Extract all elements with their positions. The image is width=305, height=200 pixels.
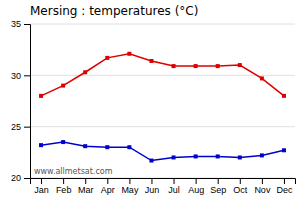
tick: Nov bbox=[254, 178, 271, 195]
tick-mark bbox=[240, 178, 241, 184]
tick: Jul bbox=[168, 178, 180, 195]
marker bbox=[172, 64, 176, 68]
marker bbox=[194, 154, 198, 158]
marker bbox=[83, 70, 87, 74]
marker bbox=[282, 94, 286, 98]
series-line bbox=[41, 142, 284, 160]
tick-mark bbox=[129, 178, 130, 184]
tick-label: Sep bbox=[210, 185, 226, 195]
marker bbox=[105, 145, 109, 149]
marker bbox=[260, 153, 264, 157]
tick-label: 35 bbox=[11, 19, 21, 29]
tick-mark bbox=[24, 24, 30, 25]
marker bbox=[39, 94, 43, 98]
tick-label: Feb bbox=[56, 185, 72, 195]
tick-mark bbox=[24, 178, 30, 179]
tick: Mar bbox=[78, 178, 94, 195]
marker bbox=[238, 155, 242, 159]
title: Mersing : temperatures (°C) bbox=[30, 4, 198, 18]
tick-label: 20 bbox=[11, 173, 21, 183]
marker bbox=[127, 52, 131, 56]
annotation: www.allmetsat.com bbox=[34, 167, 113, 176]
tick-label: Jun bbox=[145, 185, 160, 195]
tick-label: Mar bbox=[78, 185, 94, 195]
tick-label: Dec bbox=[276, 185, 293, 195]
tick-label: Jan bbox=[34, 185, 49, 195]
marker bbox=[149, 159, 153, 163]
grid-line bbox=[30, 24, 295, 25]
tick: Sep bbox=[210, 178, 226, 195]
tick-mark bbox=[174, 178, 175, 184]
tick: Dec bbox=[276, 178, 293, 195]
marker bbox=[105, 56, 109, 60]
tick: Apr bbox=[101, 178, 115, 195]
tick: Feb bbox=[56, 178, 72, 195]
marker bbox=[172, 155, 176, 159]
grid-line bbox=[30, 126, 295, 127]
marker bbox=[83, 144, 87, 148]
tick-mark bbox=[262, 178, 263, 184]
tick-mark bbox=[218, 178, 219, 184]
tick-label: May bbox=[121, 185, 139, 195]
axis-line bbox=[31, 179, 296, 185]
marker bbox=[61, 140, 65, 144]
tick-label: Aug bbox=[188, 185, 204, 195]
tick-label: Apr bbox=[101, 185, 115, 195]
tick: Jan bbox=[34, 178, 49, 195]
tick-label: Jul bbox=[168, 185, 180, 195]
tick-mark bbox=[41, 178, 42, 184]
tick-mark bbox=[151, 178, 152, 184]
series-line bbox=[41, 54, 284, 96]
marker bbox=[216, 64, 220, 68]
x-axis: Jan Feb Mar Apr May Jun Jul Aug Sep Oct Nov Dec bbox=[31, 178, 296, 195]
tick-mark bbox=[107, 178, 108, 184]
tick: Aug bbox=[188, 178, 204, 195]
tick: 35 bbox=[11, 19, 30, 29]
tick: May bbox=[121, 178, 139, 195]
tick: Jun bbox=[145, 178, 160, 195]
marker bbox=[149, 59, 153, 63]
plot-area: 20 25 30 35 Jan Feb Mar Apr May Jun Jul Aug Sep Oct No… bbox=[11, 19, 296, 195]
tick-label: Nov bbox=[254, 185, 271, 195]
tick-label: 30 bbox=[11, 71, 21, 81]
marker bbox=[61, 84, 65, 88]
tick-mark bbox=[85, 178, 86, 184]
marker bbox=[282, 148, 286, 152]
grid bbox=[30, 24, 295, 178]
marker bbox=[39, 143, 43, 147]
marker bbox=[194, 64, 198, 68]
tick-mark bbox=[24, 127, 30, 128]
tick: 20 bbox=[11, 173, 30, 183]
marker bbox=[216, 154, 220, 158]
axis-line bbox=[24, 25, 31, 179]
series-group bbox=[39, 52, 286, 163]
tick-label: 25 bbox=[11, 122, 21, 132]
marker bbox=[260, 76, 264, 80]
marker bbox=[127, 145, 131, 149]
tick-mark bbox=[24, 75, 30, 76]
tick: 30 bbox=[11, 71, 30, 81]
tick-mark bbox=[196, 178, 197, 184]
y-axis: 20 25 30 35 bbox=[11, 19, 31, 183]
tick-label: Oct bbox=[233, 185, 248, 195]
marker bbox=[238, 63, 242, 67]
tick-mark bbox=[63, 178, 64, 184]
chart: 20 25 30 35 Jan Feb Mar Apr May Jun Jul Aug Sep Oct No… bbox=[0, 0, 305, 200]
tick: 25 bbox=[11, 122, 30, 132]
tick-mark bbox=[284, 178, 285, 184]
tick: Oct bbox=[233, 178, 248, 195]
